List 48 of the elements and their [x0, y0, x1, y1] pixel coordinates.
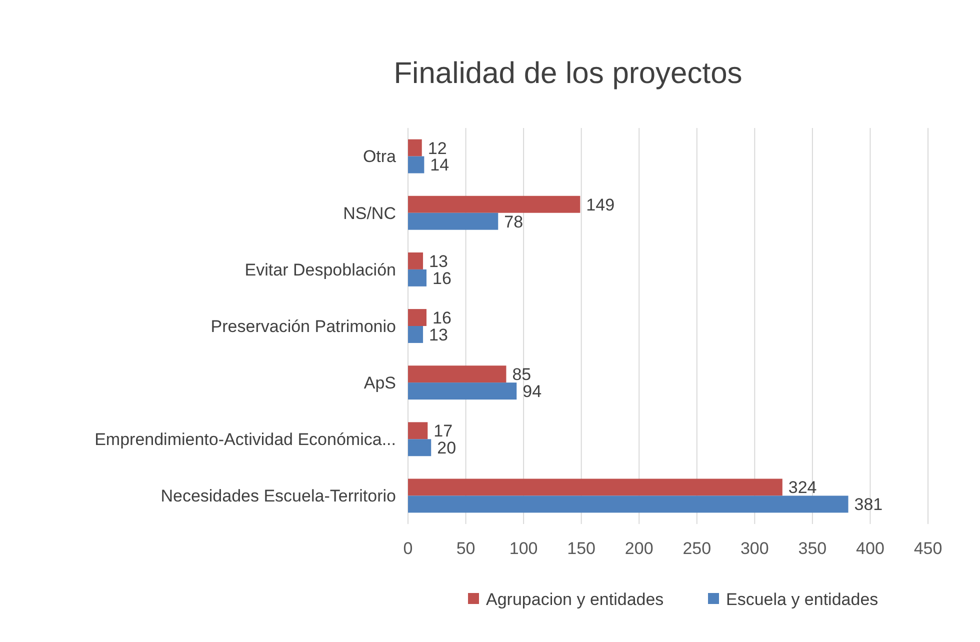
x-tick-label: 350 [798, 539, 827, 558]
bar [408, 326, 424, 343]
bar [408, 496, 848, 513]
bar [408, 439, 432, 456]
data-label: 13 [429, 252, 448, 271]
bar [408, 139, 422, 156]
x-tick-label: 200 [624, 539, 654, 558]
y-tick-label: NS/NC [343, 204, 396, 223]
x-tick-label: 0 [403, 539, 413, 558]
x-tick-label: 50 [456, 539, 476, 558]
bar [408, 252, 424, 270]
bar [408, 382, 517, 400]
bar [408, 269, 426, 286]
data-label: 85 [512, 365, 532, 384]
bar [408, 196, 580, 213]
data-label: 324 [788, 478, 817, 498]
data-label: 78 [504, 212, 524, 232]
bar [408, 478, 782, 496]
x-tick-label: 450 [914, 539, 942, 558]
data-label: 94 [522, 382, 542, 402]
data-label: 12 [428, 138, 447, 158]
legend-label: Escuela y entidades [726, 590, 878, 609]
y-tick-label: Necesidades Escuela-Territorio [160, 486, 396, 506]
data-label: 14 [430, 156, 450, 175]
y-tick-label: Otra [362, 147, 397, 166]
bar [408, 212, 498, 230]
x-tick-label: 150 [567, 539, 596, 558]
x-tick-label: 300 [740, 539, 769, 558]
data-label: 149 [586, 195, 615, 214]
x-tick-label: 250 [682, 539, 712, 558]
bar [408, 366, 506, 383]
x-tick-label: 100 [509, 539, 538, 558]
legend-label: Agrupacion y entidades [486, 590, 664, 609]
y-tick-label: Evitar Despoblación [244, 260, 396, 280]
data-label: 13 [429, 325, 448, 344]
data-label: 381 [854, 495, 883, 514]
x-tick-label: 400 [856, 539, 884, 558]
y-tick-label: Preservación Patrimonio [210, 316, 396, 336]
data-label: 16 [432, 268, 452, 288]
chart-title: Finalidad de los proyectos [394, 57, 742, 90]
y-tick-label: ApS [364, 374, 396, 393]
data-label: 20 [437, 438, 456, 458]
data-label: 17 [434, 422, 453, 441]
bar [408, 422, 428, 440]
bar [408, 309, 426, 326]
bar [408, 156, 424, 174]
y-tick-label: Emprendimiento-Actividad Económica... [94, 430, 396, 450]
data-label: 16 [432, 308, 452, 328]
